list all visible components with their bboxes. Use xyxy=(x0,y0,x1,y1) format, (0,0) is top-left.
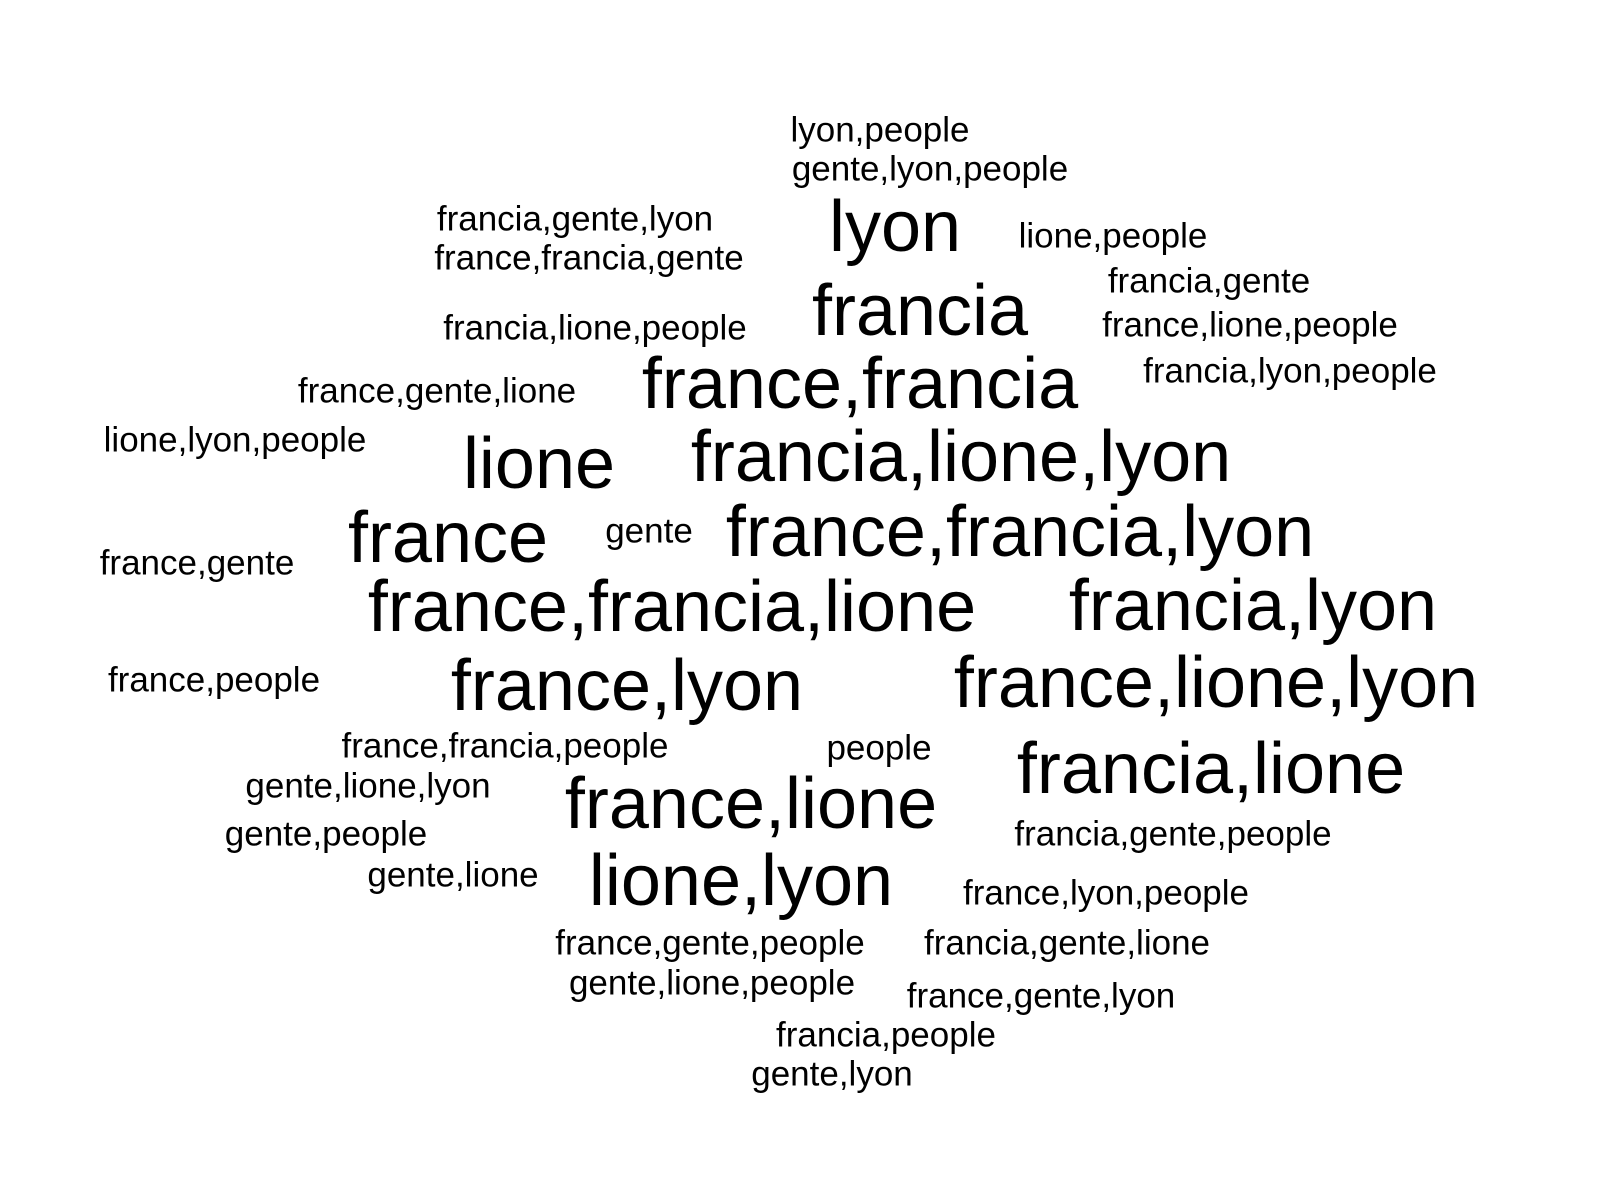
cloud-word: gente,lione xyxy=(367,855,539,895)
cloud-word: people xyxy=(826,728,932,768)
cloud-word: gente,lione,people xyxy=(568,963,856,1003)
cloud-word: france,lyon xyxy=(450,646,804,726)
cloud-word: france xyxy=(347,498,549,578)
cloud-word: francia,gente,lyon xyxy=(436,199,714,239)
cloud-word: france,francia,people xyxy=(341,726,669,766)
cloud-word: france,gente,people xyxy=(555,923,865,963)
cloud-word: france,lyon,people xyxy=(962,873,1250,913)
cloud-word: france,francia xyxy=(641,344,1079,424)
cloud-word: gente,people xyxy=(224,814,428,854)
cloud-word: francia,lione xyxy=(1016,729,1406,809)
cloud-word: gente xyxy=(605,511,693,551)
cloud-word: lione,lyon,people xyxy=(103,420,367,460)
cloud-word: francia,lyon,people xyxy=(1143,351,1437,391)
cloud-word: francia,gente xyxy=(1107,261,1311,301)
cloud-word: francia,people xyxy=(776,1015,996,1055)
cloud-word: lione,people xyxy=(1018,216,1208,256)
cloud-word: lyon,people xyxy=(790,110,970,150)
cloud-word: francia xyxy=(811,271,1029,351)
cloud-word: gente,lione,lyon xyxy=(245,766,491,806)
cloud-word: france,gente,lyon xyxy=(906,976,1176,1016)
cloud-word: gente,lyon xyxy=(751,1054,913,1094)
cloud-word: france,lione,people xyxy=(1102,305,1398,345)
cloud-word: france,lione xyxy=(564,764,938,844)
cloud-word: gente,lyon,people xyxy=(791,149,1069,189)
cloud-word: france,lione,lyon xyxy=(953,643,1479,723)
cloud-word: francia,gente,people xyxy=(1014,814,1332,854)
cloud-word: france,francia,lione xyxy=(367,567,977,647)
cloud-word: france,gente xyxy=(99,543,295,583)
cloud-word: lione,lyon xyxy=(588,841,894,921)
cloud-word: francia,lione,people xyxy=(443,308,747,348)
cloud-word: lione xyxy=(462,424,616,504)
cloud-word: francia,lione,lyon xyxy=(690,417,1232,497)
cloud-word: france,francia,gente xyxy=(434,238,744,278)
cloud-word: francia,gente,lione xyxy=(923,923,1211,963)
cloud-word: francia,lyon xyxy=(1068,566,1438,646)
cloud-word: france,people xyxy=(107,660,321,700)
cloud-word: france,gente,lione xyxy=(297,371,577,411)
cloud-word: france,francia,lyon xyxy=(725,492,1315,572)
cloud-word: lyon xyxy=(828,187,962,267)
